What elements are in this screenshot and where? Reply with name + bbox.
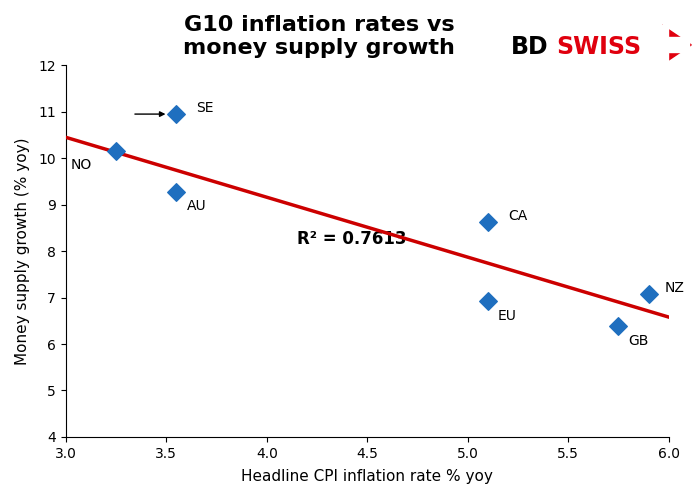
Text: BD: BD (511, 35, 549, 59)
Text: SWISS: SWISS (556, 35, 642, 59)
Point (171, 110, 182, 118)
Text: SE: SE (197, 101, 214, 115)
Point (111, 147, 122, 155)
X-axis label: Headline CPI inflation rate % yoy: Headline CPI inflation rate % yoy (241, 469, 494, 484)
Polygon shape (662, 25, 692, 65)
Y-axis label: Money supply growth (% yoy): Money supply growth (% yoy) (15, 137, 30, 365)
Point (613, 322, 624, 330)
Title: G10 inflation rates vs
money supply growth: G10 inflation rates vs money supply grow… (183, 15, 455, 58)
Text: GB: GB (629, 334, 649, 348)
Point (643, 290, 655, 298)
Text: NZ: NZ (665, 280, 685, 294)
Text: NO: NO (71, 158, 92, 172)
Polygon shape (661, 25, 689, 65)
Text: AU: AU (186, 199, 206, 213)
Point (171, 188, 182, 196)
Point (482, 297, 493, 305)
Text: R² = 0.7613: R² = 0.7613 (297, 230, 407, 248)
Text: EU: EU (498, 309, 517, 323)
Text: CA: CA (508, 209, 527, 223)
Point (482, 218, 493, 226)
